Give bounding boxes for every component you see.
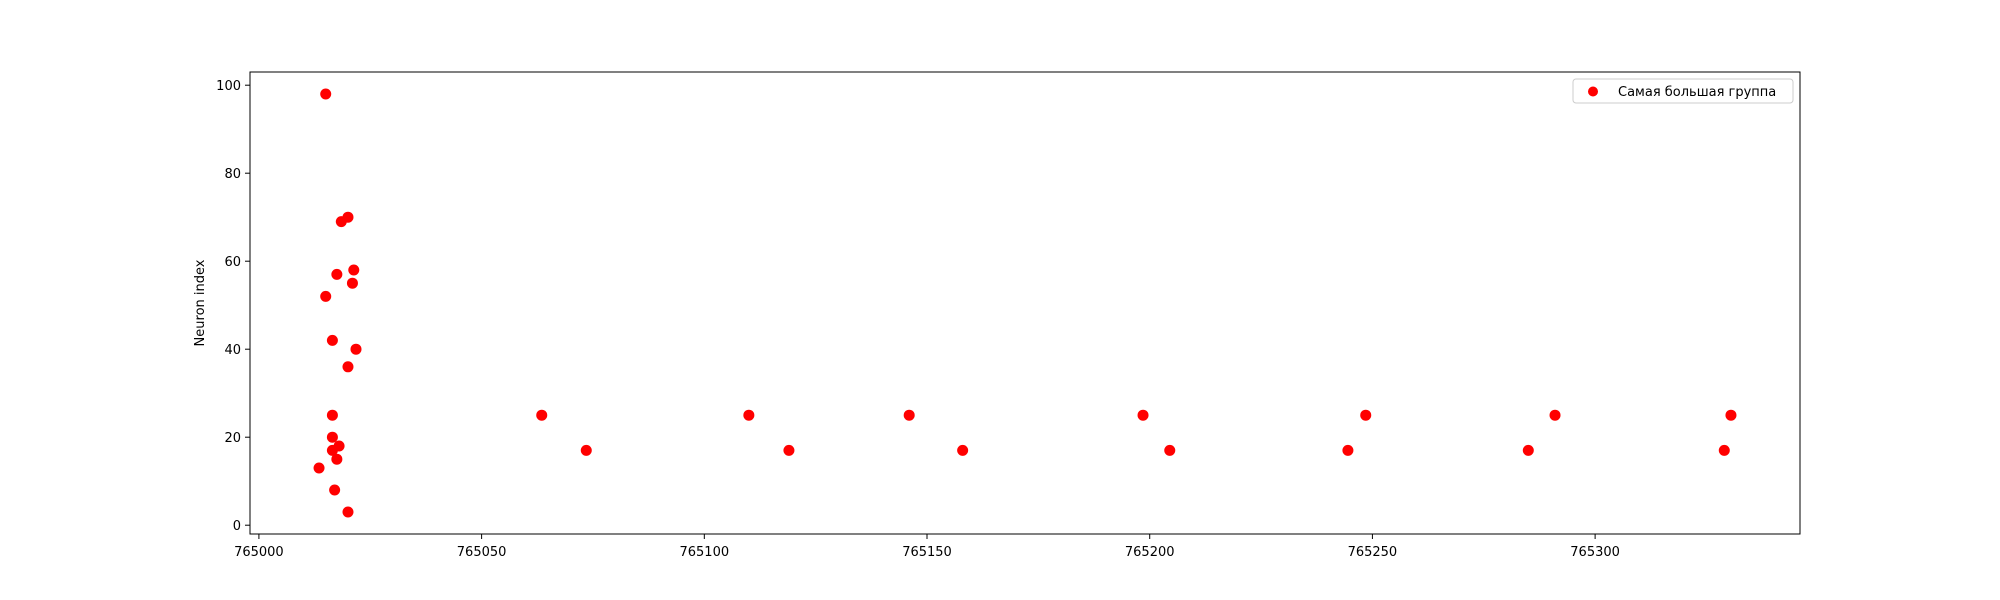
data-point bbox=[1522, 444, 1534, 456]
data-point bbox=[1342, 444, 1354, 456]
legend-label: Самая большая группа bbox=[1618, 85, 1776, 100]
y-tick-label: 60 bbox=[224, 255, 241, 270]
data-point bbox=[342, 361, 354, 373]
x-tick-label: 765200 bbox=[1125, 545, 1175, 560]
x-tick-label: 765050 bbox=[457, 545, 507, 560]
data-points bbox=[313, 88, 1737, 518]
data-point bbox=[1725, 409, 1737, 421]
y-tick-label: 40 bbox=[224, 343, 241, 358]
data-point bbox=[331, 453, 343, 465]
y-axis: 0 20 40 60 80 100 bbox=[216, 79, 250, 534]
data-point bbox=[342, 506, 354, 518]
data-point bbox=[326, 334, 338, 346]
data-point bbox=[326, 431, 338, 443]
y-axis-label: Neuron index bbox=[193, 259, 208, 346]
y-tick-label: 80 bbox=[224, 167, 241, 182]
data-point bbox=[326, 409, 338, 421]
data-point bbox=[329, 484, 341, 496]
data-point bbox=[903, 409, 915, 421]
data-point bbox=[320, 290, 332, 302]
data-point bbox=[957, 444, 969, 456]
x-axis: 765000 765050 765100 765150 765200 765250 7653… bbox=[234, 534, 1620, 560]
data-point bbox=[1549, 409, 1561, 421]
x-tick-label: 765100 bbox=[679, 545, 729, 560]
x-tick-label: 765300 bbox=[1570, 545, 1620, 560]
data-point bbox=[1137, 409, 1149, 421]
x-tick-label: 765000 bbox=[234, 545, 284, 560]
data-point bbox=[320, 88, 332, 100]
plot-frame bbox=[249, 71, 1801, 535]
data-point bbox=[1164, 444, 1176, 456]
data-point bbox=[331, 268, 343, 280]
data-point bbox=[346, 277, 358, 289]
data-point bbox=[313, 462, 325, 474]
legend-marker bbox=[1588, 86, 1598, 97]
data-point bbox=[783, 444, 795, 456]
legend-box bbox=[1572, 78, 1794, 104]
data-point bbox=[348, 264, 360, 276]
data-point bbox=[580, 444, 592, 456]
data-point bbox=[536, 409, 548, 421]
data-point bbox=[350, 343, 362, 355]
data-point bbox=[1360, 409, 1372, 421]
legend: Самая большая группа bbox=[1572, 78, 1794, 104]
y-tick-label: 20 bbox=[224, 431, 241, 446]
data-point bbox=[342, 211, 354, 223]
plot-area bbox=[250, 72, 1800, 534]
data-point bbox=[333, 440, 345, 452]
data-point bbox=[743, 409, 755, 421]
data-point bbox=[1718, 444, 1730, 456]
x-tick-label: 765250 bbox=[1348, 545, 1398, 560]
y-tick-label: 100 bbox=[216, 79, 241, 94]
y-tick-label: 0 bbox=[233, 519, 241, 534]
x-tick-label: 765150 bbox=[902, 545, 952, 560]
